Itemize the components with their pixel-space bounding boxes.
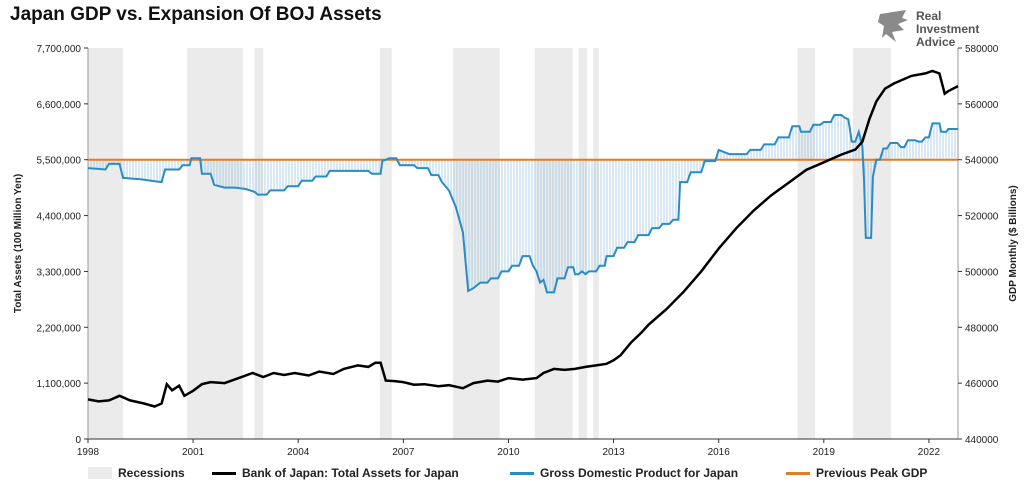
chart-svg: 0 1,100,000 2,200,000 3,300,000 4,400,000 5,5…	[13, 44, 1019, 458]
right-tick-label: 520000	[965, 212, 999, 223]
legend-swatch-peak	[786, 471, 810, 475]
x-tick-label: 2004	[287, 447, 310, 458]
gdp-gap-fill	[87, 115, 959, 293]
left-tick-label: 4,400,000	[37, 212, 82, 223]
legend-label-peak: Previous Peak GDP	[816, 466, 928, 480]
boj-assets-series-line	[87, 69, 959, 408]
right-tick-label: 500000	[965, 267, 999, 278]
left-tick-label: 5,500,000	[37, 156, 82, 167]
right-axis-ticks: 440000 460000 480000 500000 520000 540000 5600…	[958, 44, 999, 446]
gdp-series-line	[87, 114, 958, 294]
legend-swatch-boj	[212, 471, 236, 475]
right-tick-label: 560000	[965, 100, 999, 111]
recession-band-8	[797, 48, 816, 439]
recession-band-7	[593, 48, 599, 439]
recession-band-5	[534, 48, 573, 439]
right-tick-label: 540000	[965, 156, 999, 167]
legend: Recessions Bank of Japan: Total Assets f…	[0, 464, 1024, 484]
x-tick-label: 2010	[497, 447, 520, 458]
right-tick-label: 440000	[965, 435, 999, 446]
legend-label-boj: Bank of Japan: Total Assets for Japan	[242, 466, 459, 480]
x-tick-label: 2022	[918, 447, 941, 458]
x-tick-label: 2016	[708, 447, 731, 458]
legend-item-recessions: Recessions	[88, 466, 185, 480]
legend-swatch-recessions	[88, 467, 112, 479]
recession-band-2	[254, 48, 264, 439]
left-axis-title: Total Assets (100 Million Yen)	[13, 174, 24, 313]
left-tick-label: 7,700,000	[37, 44, 82, 55]
x-tick-label: 2007	[392, 447, 415, 458]
x-tick-label: 1998	[77, 447, 100, 458]
right-tick-label: 480000	[965, 323, 999, 334]
chart-title: Japan GDP vs. Expansion Of BOJ Assets	[10, 4, 382, 25]
recession-band-0	[88, 48, 124, 439]
right-tick-label: 580000	[965, 44, 999, 55]
brand-line-3: Advice	[916, 35, 956, 49]
x-tick-label: 2013	[602, 447, 625, 458]
recession-band-3	[379, 48, 392, 439]
recession-band-9	[852, 48, 892, 439]
left-tick-label: 6,600,000	[37, 100, 82, 111]
legend-swatch-gdp	[510, 471, 534, 475]
left-tick-label: 1,100,000	[37, 379, 82, 390]
left-axis-ticks: 0 1,100,000 2,200,000 3,300,000 4,400,000 5,5…	[37, 44, 88, 446]
brand-line-1: Real	[916, 9, 942, 23]
x-tick-label: 2001	[182, 447, 205, 458]
legend-item-gdp: Gross Domestic Product for Japan	[510, 466, 738, 480]
right-tick-label: 460000	[965, 379, 999, 390]
left-tick-label: 3,300,000	[37, 267, 82, 278]
recession-band-4	[453, 48, 500, 439]
brand-line-2: Investment	[916, 22, 980, 36]
brand-logo: Real Investment Advice	[876, 8, 996, 49]
legend-label-recessions: Recessions	[118, 466, 185, 480]
legend-label-gdp: Gross Domestic Product for Japan	[540, 466, 739, 480]
eagle-logo-icon	[878, 10, 908, 42]
x-tick-label: 2019	[813, 447, 836, 458]
x-axis-ticks: 1998 2001 2004 2007 2010 2013 2016 2019 2022	[77, 439, 941, 458]
right-axis-title: GDP Monthly ($ Billions)	[1008, 185, 1019, 301]
left-tick-label: 0	[75, 435, 81, 446]
legend-item-boj: Bank of Japan: Total Assets for Japan	[212, 466, 459, 480]
recession-band-1	[187, 48, 243, 439]
left-tick-label: 2,200,000	[37, 323, 82, 334]
legend-item-peak: Previous Peak GDP	[786, 466, 927, 480]
